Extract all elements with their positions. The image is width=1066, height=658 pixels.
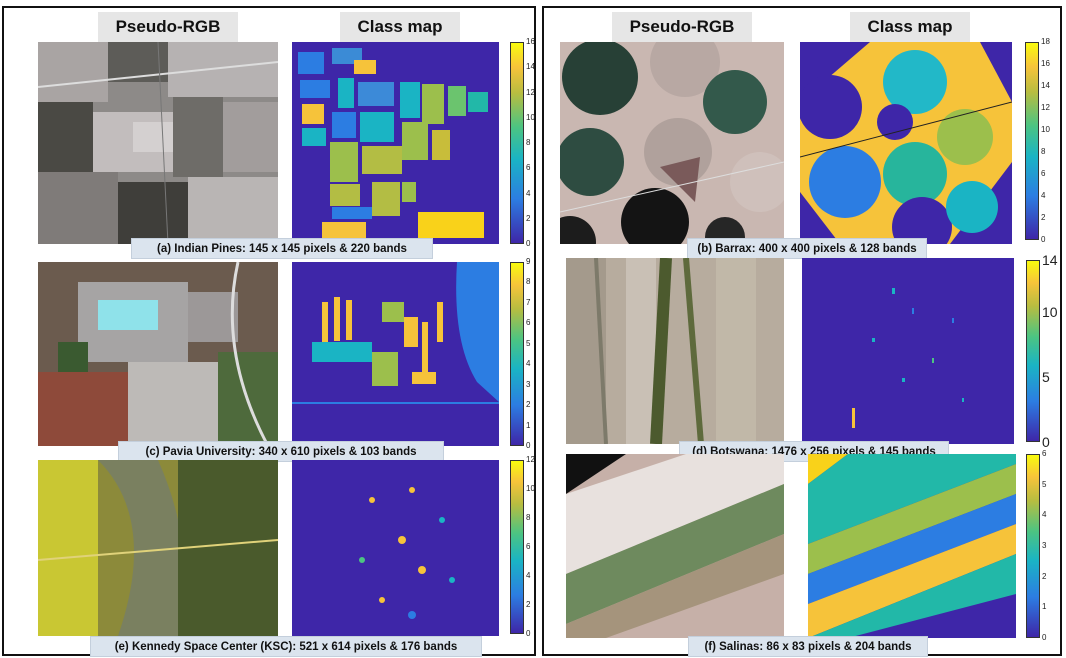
colorbar-tick-label: 4 (1041, 191, 1046, 200)
colorbar-tick-label: 10 (1042, 304, 1058, 320)
colorbar-tick-label: 8 (1041, 147, 1046, 156)
colorbar-tick-label: 12 (526, 87, 535, 97)
pavia-colorbar (510, 262, 524, 446)
colorbar-tick-label: 5 (1042, 369, 1050, 385)
salinas-colorbar (1026, 454, 1040, 638)
colorbar-tick-label: 3 (1042, 541, 1047, 550)
colorbar-tick-label: 2 (526, 400, 531, 410)
colorbar-tick-label: 0 (1042, 434, 1050, 450)
left-rgb-header: Pseudo-RGB (98, 12, 238, 42)
colorbar-tick-label: 0 (526, 629, 531, 638)
colorbar-tick-label: 7 (526, 297, 531, 307)
colorbar-tick-label: 16 (1041, 59, 1050, 68)
botswana-colorbar (1026, 260, 1040, 442)
colorbar-tick-label: 8 (526, 138, 531, 147)
botswana-class-map (802, 258, 1014, 444)
colorbar-tick-label: 4 (1042, 510, 1047, 520)
colorbar-tick-label: 6 (1042, 449, 1047, 458)
indian-pines-colorbar (510, 42, 524, 244)
botswana-rgb-image (566, 258, 784, 444)
colorbar-tick-label: 0 (1042, 633, 1047, 642)
colorbar-tick-label: 2 (526, 600, 531, 609)
salinas-class-map (808, 454, 1016, 638)
colorbar-tick-label: 3 (526, 379, 531, 389)
colorbar-tick-label: 10 (526, 484, 535, 493)
ksc-colorbar (510, 460, 524, 634)
ksc-caption: (e) Kennedy Space Center (KSC): 521 x 61… (90, 636, 482, 657)
colorbar-tick-label: 4 (526, 188, 531, 198)
colorbar-tick-label: 18 (1041, 37, 1050, 46)
barrax-colorbar (1025, 42, 1039, 240)
colorbar-tick-label: 2 (526, 213, 531, 223)
colorbar-tick-label: 5 (1042, 479, 1047, 489)
colorbar-tick-label: 1 (526, 420, 531, 430)
colorbar-tick-label: 2 (1042, 571, 1047, 581)
indian-pines-class-map (292, 42, 499, 244)
colorbar-tick-label: 6 (526, 163, 531, 173)
colorbar-tick-label: 10 (526, 112, 535, 122)
colorbar-tick-label: 8 (526, 277, 531, 287)
left-classmap-header: Class map (340, 12, 460, 42)
colorbar-tick-label: 12 (1041, 103, 1050, 112)
salinas-caption: (f) Salinas: 86 x 83 pixels & 204 bands (688, 636, 928, 657)
colorbar-tick-label: 9 (526, 257, 531, 266)
colorbar-tick-label: 6 (526, 542, 531, 551)
barrax-rgb-image (560, 42, 784, 244)
pavia-caption: (c) Pavia University: 340 x 610 pixels &… (118, 441, 444, 462)
indian-pines-caption: (a) Indian Pines: 145 x 145 pixels & 220… (131, 238, 433, 259)
indian-pines-rgb-image (38, 42, 278, 244)
colorbar-tick-label: 8 (526, 513, 531, 522)
colorbar-tick-label: 4 (526, 571, 531, 580)
colorbar-tick-label: 10 (1041, 125, 1050, 134)
ksc-class-map (292, 460, 499, 636)
colorbar-tick-label: 1 (1042, 602, 1047, 612)
right-classmap-header: Class map (850, 12, 970, 42)
pavia-class-map (292, 262, 499, 446)
colorbar-tick-label: 6 (1041, 169, 1046, 178)
colorbar-tick-label: 5 (526, 338, 531, 348)
colorbar-tick-label: 14 (1041, 81, 1050, 90)
colorbar-tick-label: 0 (526, 441, 531, 450)
ksc-rgb-image (38, 460, 278, 636)
colorbar-tick-label: 4 (526, 359, 531, 369)
right-rgb-header: Pseudo-RGB (612, 12, 752, 42)
colorbar-tick-label: 2 (1041, 213, 1046, 222)
barrax-caption: (b) Barrax: 400 x 400 pixels & 128 bands (687, 238, 927, 259)
colorbar-tick-label: 14 (526, 62, 535, 72)
pavia-rgb-image (38, 262, 278, 446)
barrax-class-map (800, 42, 1012, 244)
colorbar-tick-label: 0 (526, 239, 531, 248)
salinas-rgb-image (566, 454, 784, 638)
colorbar-tick-label: 6 (526, 318, 531, 328)
colorbar-tick-label: 12 (526, 455, 535, 464)
colorbar-tick-label: 0 (1041, 235, 1046, 244)
colorbar-tick-label: 14 (1042, 252, 1058, 268)
colorbar-tick-label: 16 (526, 37, 535, 46)
